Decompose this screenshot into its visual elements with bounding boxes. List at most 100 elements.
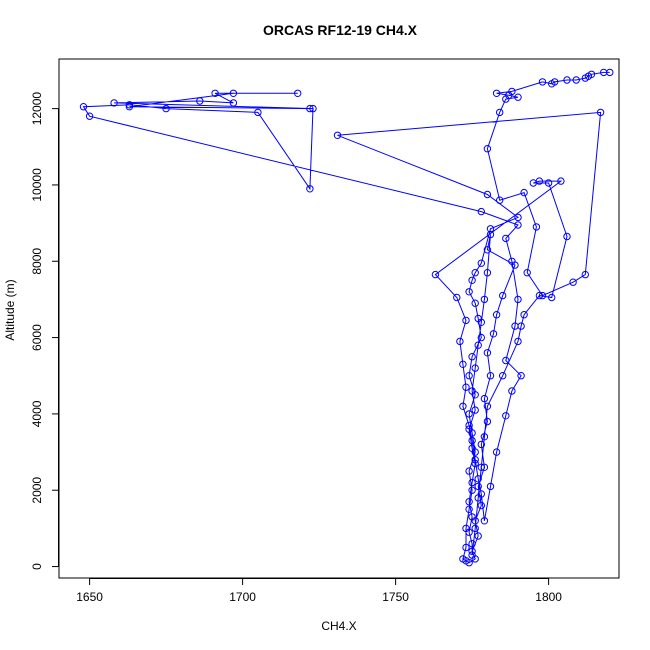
data-point bbox=[294, 89, 302, 98]
data-point bbox=[532, 223, 541, 231]
data-point bbox=[523, 269, 531, 277]
data-point bbox=[508, 257, 516, 265]
data-point bbox=[520, 311, 528, 319]
data-point bbox=[468, 547, 476, 555]
data-point bbox=[502, 356, 510, 365]
data-point bbox=[456, 337, 464, 346]
data-point bbox=[465, 467, 473, 475]
data-point bbox=[489, 330, 498, 338]
data-point bbox=[333, 131, 342, 140]
data-point bbox=[477, 501, 485, 510]
data-point bbox=[480, 463, 489, 471]
data-point bbox=[471, 269, 479, 277]
series-line bbox=[82, 71, 610, 564]
data-point bbox=[462, 383, 470, 391]
y-tick-label: 12000 bbox=[30, 92, 44, 126]
data-point bbox=[548, 293, 556, 302]
chart-title: ORCAS RF12-19 CH4.X bbox=[263, 22, 418, 38]
data-point bbox=[535, 291, 544, 300]
data-point bbox=[477, 207, 485, 216]
data-point bbox=[474, 475, 482, 483]
data-point bbox=[499, 291, 507, 300]
data-point bbox=[511, 322, 519, 330]
data-point bbox=[477, 318, 485, 326]
y-tick-label: 0 bbox=[30, 563, 44, 570]
data-point bbox=[85, 112, 94, 120]
data-point bbox=[572, 76, 580, 84]
data-point bbox=[480, 433, 489, 441]
x-tick-label: 1650 bbox=[76, 590, 103, 604]
data-point bbox=[468, 513, 476, 521]
data-point bbox=[468, 444, 476, 452]
x-axis-label: CH4.X bbox=[321, 619, 356, 633]
data-point bbox=[465, 425, 473, 433]
data-point bbox=[471, 406, 479, 414]
data-point bbox=[471, 524, 479, 533]
data-point bbox=[254, 108, 262, 117]
data-point bbox=[520, 188, 528, 197]
data-point bbox=[538, 78, 547, 86]
data-point bbox=[474, 482, 482, 491]
data-point bbox=[79, 103, 88, 111]
data-point bbox=[517, 372, 525, 380]
data-point bbox=[514, 93, 522, 101]
data-point bbox=[538, 291, 547, 300]
data-point bbox=[492, 448, 501, 456]
data-point bbox=[462, 543, 470, 552]
data-point bbox=[477, 490, 485, 498]
plot-frame bbox=[58, 58, 620, 579]
y-tick-label: 2000 bbox=[30, 477, 44, 504]
data-point bbox=[468, 486, 476, 494]
data-point bbox=[465, 528, 473, 536]
data-point bbox=[535, 177, 544, 185]
data-point bbox=[492, 311, 501, 319]
data-point bbox=[496, 108, 504, 117]
data-point bbox=[581, 74, 589, 82]
data-point bbox=[196, 97, 204, 105]
x-tick-label: 1750 bbox=[382, 590, 409, 604]
data-point bbox=[471, 459, 479, 468]
data-point bbox=[480, 517, 489, 525]
data-point bbox=[453, 293, 461, 302]
data-point bbox=[492, 89, 501, 98]
data-point bbox=[306, 104, 314, 113]
data-point bbox=[514, 337, 522, 346]
data-point bbox=[468, 276, 476, 284]
data-point bbox=[483, 246, 492, 254]
data-point bbox=[125, 103, 134, 111]
data-point bbox=[483, 269, 492, 277]
data-point bbox=[306, 185, 314, 193]
data-point bbox=[557, 177, 565, 185]
data-point bbox=[471, 299, 479, 307]
data-point bbox=[471, 456, 479, 464]
data-point bbox=[486, 230, 495, 239]
data-point bbox=[162, 104, 170, 113]
data-point bbox=[544, 179, 553, 187]
data-point bbox=[468, 478, 476, 487]
data-point bbox=[465, 421, 473, 430]
data-point bbox=[468, 387, 476, 395]
data-point bbox=[514, 213, 522, 222]
data-point bbox=[563, 76, 571, 84]
data-point bbox=[309, 104, 317, 113]
y-axis-label: Altitude (m) bbox=[3, 279, 17, 340]
data-point bbox=[477, 440, 485, 449]
data-point bbox=[480, 295, 489, 304]
x-tick-label: 1800 bbox=[535, 590, 562, 604]
data-point bbox=[229, 99, 238, 107]
data-point bbox=[465, 498, 473, 506]
y-tick-label: 8000 bbox=[30, 248, 44, 275]
y-tick-label: 10000 bbox=[30, 168, 44, 202]
data-point bbox=[477, 333, 485, 342]
data-point bbox=[483, 417, 492, 426]
data-point bbox=[125, 101, 134, 109]
data-point bbox=[465, 559, 473, 567]
data-point bbox=[486, 225, 495, 233]
data-point bbox=[480, 394, 489, 403]
data-point bbox=[563, 232, 571, 241]
data-point bbox=[514, 295, 522, 304]
data-point bbox=[508, 387, 516, 395]
data-point bbox=[465, 410, 473, 418]
data-point bbox=[514, 221, 522, 229]
data-point bbox=[465, 372, 473, 380]
